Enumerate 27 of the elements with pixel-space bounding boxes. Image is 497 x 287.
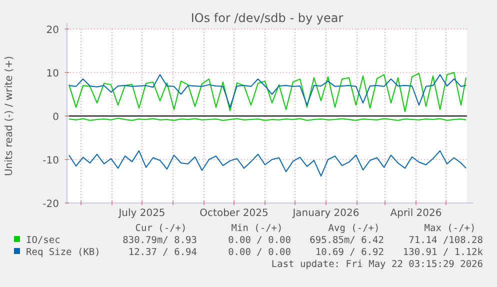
text: Last update: Fri May 22 03:15:29 2026 (271, 259, 484, 270)
legend-label: IO/sec (26, 235, 60, 246)
chart-title: IOs for /dev/sdb - by year (190, 11, 344, 25)
text: Min (-/+) (231, 223, 283, 234)
y-tick-label: 20 (46, 25, 59, 36)
x-tick-label: January 2026 (292, 208, 360, 219)
x-tick-label: July 2025 (118, 208, 166, 219)
text: Max (-/+) (424, 223, 476, 234)
text: Avg (-/+) (328, 223, 380, 234)
text: 830.79m/ 8.93 (122, 235, 197, 246)
y-axis-title: Units read (-) / write (+) (4, 56, 15, 176)
x-tick-label: April 2026 (390, 208, 442, 219)
line-series (68, 150, 466, 177)
y-tick-label: 0 (52, 112, 59, 123)
text: 71.14 /108.28 (408, 235, 484, 246)
text: 10.69 / 6.92 (315, 247, 384, 258)
y-tick-label: -10 (42, 156, 59, 166)
text: 0.00 / 0.00 (228, 247, 292, 258)
y-tick-label: 10 (46, 68, 59, 80)
legend-label: Req Size (KB) (26, 247, 100, 258)
x-tick-label: October 2025 (200, 208, 268, 219)
text: 12.37 / 6.94 (128, 247, 198, 258)
text: 0.00 / 0.00 (228, 235, 292, 246)
y-tick-label: -20 (42, 199, 59, 210)
text: 130.91 / 1.12k (402, 247, 484, 258)
text: Cur (-/+) (135, 223, 187, 234)
text: 695.85m/ 6.42 (310, 235, 384, 246)
